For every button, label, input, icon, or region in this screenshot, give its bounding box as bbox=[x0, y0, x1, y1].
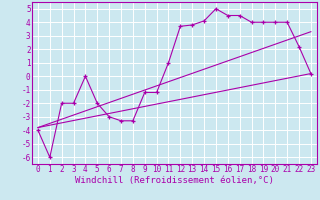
X-axis label: Windchill (Refroidissement éolien,°C): Windchill (Refroidissement éolien,°C) bbox=[75, 176, 274, 185]
